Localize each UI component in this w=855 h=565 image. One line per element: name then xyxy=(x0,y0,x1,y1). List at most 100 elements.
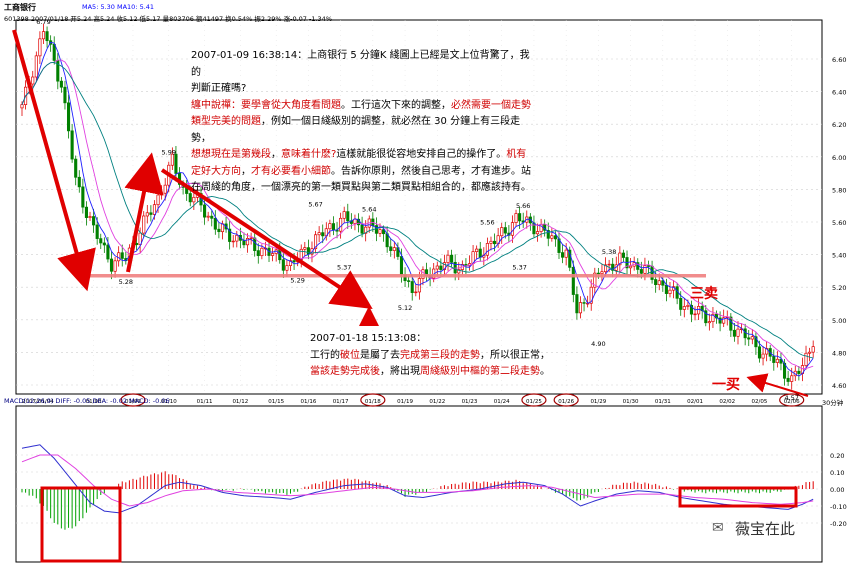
candle-body xyxy=(689,304,694,315)
watermark-icon: ✉ xyxy=(712,520,724,536)
note-bottom-text: 當該走勢完成後 xyxy=(310,366,380,377)
note-top-line: 纏中說禪：要學會從大角度看問題。工行這次下來的調整，必然需要一個走勢 xyxy=(191,98,531,115)
candle-body xyxy=(113,260,117,272)
three-sell-label: 三卖 xyxy=(690,286,718,302)
candle-body xyxy=(70,130,74,160)
candle-body xyxy=(142,215,146,234)
candle-body xyxy=(711,313,715,322)
date-label: 02/06 xyxy=(784,399,800,405)
note-top-text: 判斷正確嗎? xyxy=(191,83,247,94)
date-label: 01/08 xyxy=(86,399,102,405)
candle-body xyxy=(331,223,336,231)
candle-body xyxy=(206,215,210,218)
price-annotation: 5.37 xyxy=(337,263,351,271)
candle-body xyxy=(704,310,708,324)
note-top-text: ， xyxy=(271,149,281,160)
candle-body xyxy=(514,213,518,223)
ma5-line xyxy=(21,41,814,377)
note-top-text: 想想現在是第幾段 xyxy=(191,149,271,160)
candle-body xyxy=(722,317,726,324)
candle-body xyxy=(378,229,382,234)
candle-body xyxy=(292,260,296,263)
candle-body xyxy=(360,224,364,234)
note-top-time: 2007-01-09 16:38:14：上商银行 5 分鐘K 綫圖上已經是文上位… xyxy=(191,50,530,78)
candle-body xyxy=(285,265,289,271)
price-annotation: 4.90 xyxy=(591,340,605,348)
price-annotation: 6.79 xyxy=(36,18,50,26)
candle-body xyxy=(571,266,575,295)
candle-body xyxy=(661,280,665,286)
macd-tick-label: -0.20 xyxy=(830,520,847,528)
candle-body xyxy=(374,225,378,234)
macd-tick-label: 0.20 xyxy=(830,452,844,460)
macd-highlight-box-right xyxy=(678,486,798,508)
candle-body xyxy=(603,264,608,273)
candle-body xyxy=(668,289,672,294)
ma-line: MA5: 5.30 MA10: 5.41 xyxy=(82,3,155,11)
candle-body xyxy=(63,86,67,104)
candle-body xyxy=(321,232,325,237)
candle-body xyxy=(92,216,96,226)
candle-body xyxy=(804,352,808,366)
candle-body xyxy=(578,302,583,314)
note-top-text: 意味着什麽? xyxy=(281,149,337,160)
note-top-text: 纏中說禪：要學會從大角度看問題 xyxy=(191,99,341,111)
candle-body xyxy=(707,321,711,324)
price-tick-label: 5.40 xyxy=(832,252,846,260)
candle-body xyxy=(736,328,740,337)
candle-body xyxy=(342,211,346,219)
note-bottom-text: 是屬了去 xyxy=(360,349,400,361)
note-top-line: 判斷正確嗎? xyxy=(191,81,531,98)
candle-body xyxy=(74,158,78,178)
watermark: 薇宝在此 xyxy=(735,520,796,538)
candle-body xyxy=(339,217,343,232)
candle-body xyxy=(188,193,192,203)
candle-body xyxy=(475,248,479,253)
candle-body xyxy=(231,240,235,243)
candle-body xyxy=(106,244,110,260)
date-label: 01/29 xyxy=(590,399,606,405)
period-label: 30分钟 xyxy=(822,399,844,407)
candle-body xyxy=(697,306,701,315)
candle-body xyxy=(45,31,49,42)
candle-body xyxy=(346,211,350,222)
price-tick-label: 4.80 xyxy=(832,349,846,357)
candle-body xyxy=(593,272,597,288)
candle-body xyxy=(607,263,611,266)
candle-body xyxy=(450,254,454,263)
candle-body xyxy=(546,230,550,239)
candle-body xyxy=(389,246,393,251)
note-bottom: 2007-01-18 15:13:08： 工行的破位是屬了去完成第三段的走勢，所… xyxy=(310,331,610,381)
price-tick-label: 4.60 xyxy=(832,382,846,390)
one-buy-label: 一买 xyxy=(712,377,740,393)
note-bottom-time: 2007-01-18 15:13:08： xyxy=(310,333,427,344)
info-line: 601398 2007/01/18 开5.24 高5.24 收5.12 低5.1… xyxy=(4,15,332,23)
candle-body xyxy=(654,279,658,286)
candle-body xyxy=(553,235,557,240)
note-top-body: 判斷正確嗎? 纏中說禪：要學會從大角度看問題。工行這次下來的調整，必然需要一個走勢… xyxy=(191,81,531,197)
candle-body xyxy=(808,351,812,354)
candle-body xyxy=(156,194,160,206)
candle-body xyxy=(775,358,779,363)
note-top-line: 定好大方向，才有必要看小細節。告訴你原則，然後自己思考，才有進步。站 xyxy=(191,164,531,181)
date-label: 01/16 xyxy=(300,399,316,405)
note-top-text: 必然需要一個走勢 xyxy=(451,99,531,111)
date-label: 2007/01/04 xyxy=(22,399,54,405)
date-label: 02/01 xyxy=(687,399,703,405)
date-label: 01/26 xyxy=(558,399,574,405)
price-tick-label: 5.80 xyxy=(832,186,846,194)
candle-body xyxy=(99,238,103,244)
candle-body xyxy=(493,240,497,245)
circled-date xyxy=(553,393,579,407)
note-top: 2007-01-09 16:38:14：上商银行 5 分鐘K 綫圖上已經是文上位… xyxy=(191,48,531,197)
candle-body xyxy=(446,254,450,263)
candle-body xyxy=(117,252,121,262)
note-top-line: 想想現在是第幾段，意味着什麽?這樣就能很從容地安排自己的操作了。机有 xyxy=(191,147,531,164)
candle-body xyxy=(213,217,217,230)
candle-body xyxy=(686,304,690,307)
candle-body xyxy=(657,280,661,286)
date-label: 01/19 xyxy=(397,399,413,405)
price-annotation: 5.38 xyxy=(602,248,616,256)
candle-body xyxy=(503,227,507,234)
circled-date xyxy=(360,393,386,407)
